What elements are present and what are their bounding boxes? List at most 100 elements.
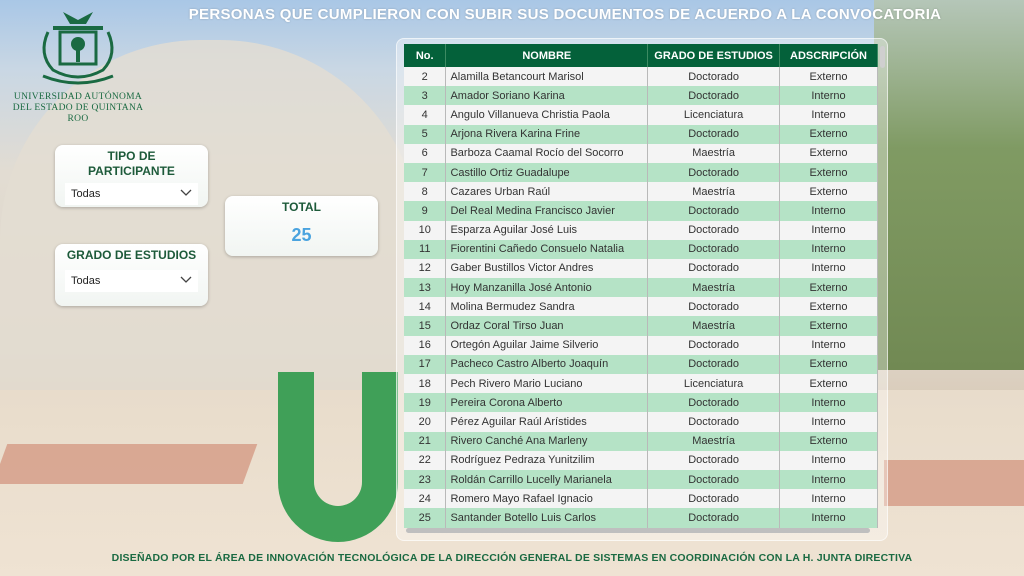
cell-grado: Doctorado <box>647 508 781 528</box>
cell-grado: Doctorado <box>647 124 781 144</box>
cell-no: 6 <box>404 143 447 163</box>
cell-adscripcion: Externo <box>779 124 878 144</box>
cell-adscripcion: Externo <box>779 431 878 451</box>
table-row[interactable]: 4 Angulo Villanueva Christia Paola Licenci… <box>404 105 878 125</box>
table-row[interactable]: 14 Molina Bermudez Sandra Doctorado Externo <box>404 297 878 317</box>
table-row[interactable]: 24 Romero Mayo Rafael Ignacio Doctorado Int… <box>404 489 878 509</box>
table-row[interactable]: 23 Roldán Carrillo Lucelly Marianela Docto… <box>404 469 878 490</box>
cell-grado: Licenciatura <box>647 105 781 125</box>
cell-grado: Doctorado <box>647 354 781 374</box>
cell-nombre: Amador Soriano Karina <box>445 86 649 106</box>
cell-grado: Maestría <box>647 182 781 202</box>
cell-adscripcion: Interno <box>779 258 878 279</box>
cell-adscripcion: Externo <box>779 297 878 317</box>
cell-grado: Doctorado <box>647 450 781 470</box>
table-row[interactable]: 15 Ordaz Coral Tirso Juan Maestría Externo <box>404 316 878 336</box>
table-row[interactable]: 3 Amador Soriano Karina Doctorado Interno <box>404 86 878 106</box>
cell-nombre: Arjona Rivera Karina Frine <box>445 124 649 144</box>
cell-adscripcion: Interno <box>779 489 878 509</box>
cell-nombre: Pacheco Castro Alberto Joaquín <box>445 354 649 374</box>
cell-no: 17 <box>404 354 447 374</box>
cell-grado: Maestría <box>647 431 781 451</box>
cell-no: 15 <box>404 316 447 336</box>
table-row[interactable]: 19 Pereira Corona Alberto Doctorado Interno <box>404 393 878 413</box>
cell-no: 18 <box>404 374 447 394</box>
cell-no: 12 <box>404 258 447 279</box>
cell-adscripcion: Externo <box>779 354 878 374</box>
horizontal-scrollbar[interactable] <box>406 528 870 533</box>
chevron-down-icon <box>180 275 192 287</box>
table-row[interactable]: 17 Pacheco Castro Alberto Joaquín Doctorad… <box>404 354 878 374</box>
cell-nombre: Hoy Manzanilla José Antonio <box>445 278 649 298</box>
cell-adscripcion: Interno <box>779 393 878 413</box>
cell-grado: Doctorado <box>647 201 781 221</box>
cell-adscripcion: Externo <box>779 278 878 298</box>
filter-label: GRADO DE ESTUDIOS <box>66 248 197 262</box>
tipo-participante-filter: TIPO DE PARTICIPANTE Todas <box>55 145 208 207</box>
table-row[interactable]: 9 Del Real Medina Francisco Javier Doctora… <box>404 201 878 221</box>
cell-grado: Maestría <box>647 278 781 298</box>
table-row[interactable]: 22 Rodríguez Pedraza Yunitzilim Doctorado I… <box>404 450 878 470</box>
cell-grado: Doctorado <box>647 67 781 87</box>
cell-grado: Doctorado <box>647 297 781 317</box>
vertical-scrollbar[interactable] <box>880 46 885 68</box>
cell-adscripcion: Interno <box>779 201 878 221</box>
university-name-line2: DEL ESTADO DE QUINTANA ROO <box>12 103 144 124</box>
dropdown-value: Todas <box>71 188 101 200</box>
table-row[interactable]: 8 Cazares Urban Raúl Maestría Externo <box>404 182 878 202</box>
page-title: PERSONAS QUE CUMPLIERON CON SUBIR SUS DO… <box>188 6 942 23</box>
cell-adscripcion: Interno <box>779 86 878 106</box>
table-row[interactable]: 13 Hoy Manzanilla José Antonio Maestría Ext… <box>404 278 878 298</box>
cell-grado: Doctorado <box>647 162 781 183</box>
cell-nombre: Pereira Corona Alberto <box>445 393 649 413</box>
cell-adscripcion: Interno <box>779 412 878 432</box>
cell-no: 7 <box>404 162 447 183</box>
column-header-nombre[interactable]: NOMBRE <box>445 44 649 67</box>
background-stripe <box>0 444 258 484</box>
cell-no: 14 <box>404 297 447 317</box>
tipo-participante-dropdown[interactable]: Todas <box>65 183 198 205</box>
footer-credits: DISEÑADO POR EL ÁREA DE INNOVACIÓN TECNO… <box>111 552 913 564</box>
cell-no: 3 <box>404 86 447 106</box>
cell-nombre: Angulo Villanueva Christia Paola <box>445 105 649 125</box>
filter-label: TIPO DE PARTICIPANTE <box>88 149 175 178</box>
cell-nombre: Pérez Aguilar Raúl Arístides <box>445 412 649 432</box>
background-stripe <box>884 460 1024 506</box>
cell-no: 9 <box>404 201 447 221</box>
cell-adscripcion: Interno <box>779 469 878 490</box>
cell-adscripcion: Externo <box>779 143 878 163</box>
cell-grado: Doctorado <box>647 469 781 490</box>
column-header-adscripcion[interactable]: ADSCRIPCIÓN <box>779 44 878 67</box>
cell-no: 5 <box>404 124 447 144</box>
table-row[interactable]: 10 Esparza Aguilar José Luis Doctorado Inte… <box>404 220 878 240</box>
table-row[interactable]: 2 Alamilla Betancourt Marisol Doctorado Ext… <box>404 67 878 87</box>
cell-nombre: Santander Botello Luis Carlos <box>445 508 649 528</box>
cell-adscripcion: Externo <box>779 316 878 336</box>
cell-grado: Doctorado <box>647 86 781 106</box>
cell-no: 2 <box>404 67 447 87</box>
cell-adscripcion: Externo <box>779 67 878 87</box>
column-header-no[interactable]: No. <box>404 44 447 67</box>
table-row[interactable]: 6 Barboza Caamal Rocío del Socorro Maestrí… <box>404 143 878 163</box>
column-header-grado[interactable]: GRADO DE ESTUDIOS <box>647 44 781 67</box>
cell-nombre: Pech Rivero Mario Luciano <box>445 374 649 394</box>
table-row[interactable]: 5 Arjona Rivera Karina Frine Doctorado Exte… <box>404 124 878 144</box>
cell-no: 21 <box>404 431 447 451</box>
table-row[interactable]: 18 Pech Rivero Mario Luciano Licenciatura E… <box>404 374 878 394</box>
cell-grado: Maestría <box>647 143 781 163</box>
table-row[interactable]: 21 Rivero Canché Ana Marleny Maestría Exter… <box>404 431 878 451</box>
university-logo: UNIVERSIDAD AUTÓNOMA DEL ESTADO DE QUINT… <box>8 4 148 125</box>
grado-estudios-dropdown[interactable]: Todas <box>65 270 198 292</box>
table-row[interactable]: 20 Pérez Aguilar Raúl Arístides Doctorado I… <box>404 412 878 432</box>
cell-no: 11 <box>404 239 447 259</box>
table-row[interactable]: 11 Fiorentini Cañedo Consuelo Natalia Doct… <box>404 239 878 259</box>
cell-nombre: Ortegón Aguilar Jaime Silverio <box>445 335 649 355</box>
cell-no: 4 <box>404 105 447 125</box>
cell-adscripcion: Interno <box>779 450 878 470</box>
table-row[interactable]: 25 Santander Botello Luis Carlos Doctorado… <box>404 508 878 528</box>
cell-no: 13 <box>404 278 447 298</box>
table-row[interactable]: 12 Gaber Bustillos Victor Andres Doctorado… <box>404 258 878 279</box>
cell-no: 24 <box>404 489 447 509</box>
table-row[interactable]: 7 Castillo Ortiz Guadalupe Doctorado Extern… <box>404 162 878 183</box>
table-row[interactable]: 16 Ortegón Aguilar Jaime Silverio Doctorad… <box>404 335 878 355</box>
